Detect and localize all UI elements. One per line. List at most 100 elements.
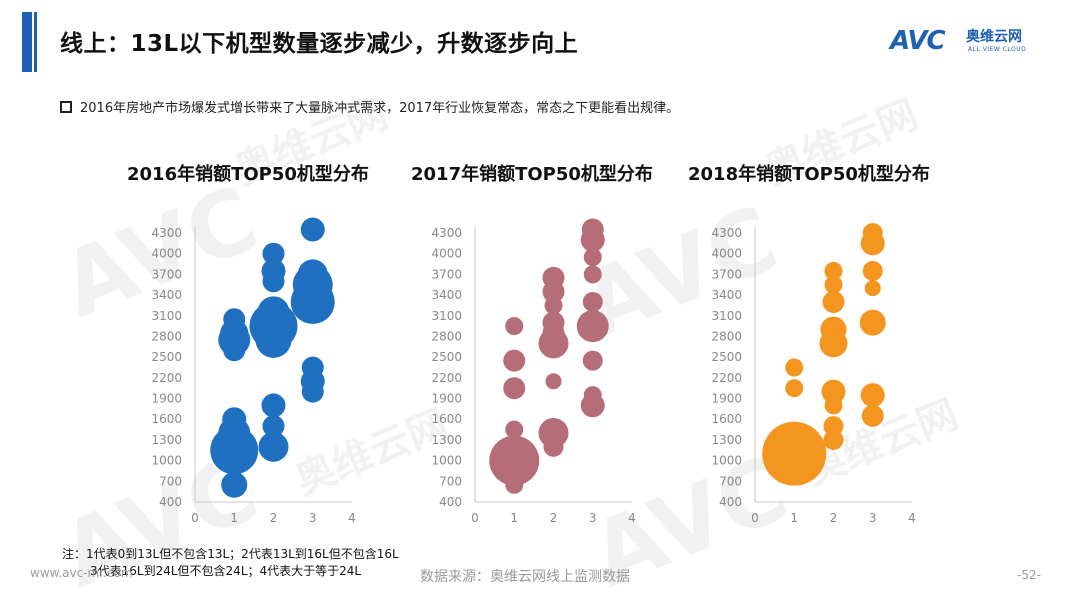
bubble-point xyxy=(824,261,843,280)
bubble-point xyxy=(489,435,540,486)
bubble-point xyxy=(583,265,602,284)
bubble-point xyxy=(822,290,845,313)
y-tick-label: 2800 xyxy=(151,329,182,343)
page-number: -52- xyxy=(1017,568,1041,582)
y-tick-label: 1000 xyxy=(431,454,462,468)
bubble-point xyxy=(823,429,844,450)
y-tick-label: 1900 xyxy=(431,392,462,406)
x-tick-label: 0 xyxy=(471,511,479,525)
bubble-point xyxy=(862,223,883,243)
bubble-point xyxy=(297,259,328,290)
y-tick-label: 4000 xyxy=(151,247,182,261)
bubble-point xyxy=(505,317,524,336)
note-line-2: 3代表16L到24L但不包含24L；4代表大于等于24L xyxy=(90,564,362,578)
bubble-point xyxy=(583,248,602,267)
bubble-point xyxy=(222,407,247,432)
bubble-chart-2017: 4007001000130016001900220025002800310034… xyxy=(431,218,636,525)
x-tick-label: 4 xyxy=(628,511,636,525)
square-bullet-icon xyxy=(60,100,72,113)
x-tick-label: 0 xyxy=(191,511,199,525)
bullet-text: 2016年房地产市场爆发式增长带来了大量脉冲式需求，2017年行业恢复常态，常态… xyxy=(80,101,680,116)
title-accent-bar xyxy=(22,12,32,72)
logo-text: AVC xyxy=(890,26,946,56)
bubble-point xyxy=(583,386,602,405)
y-tick-label: 4000 xyxy=(431,247,462,261)
y-tick-label: 1600 xyxy=(711,412,742,426)
bubble-point xyxy=(762,421,827,486)
y-tick-label: 2500 xyxy=(151,350,182,364)
bubble-chart-2016: 4007001000130016001900220025002800310034… xyxy=(151,217,356,525)
bubble-point xyxy=(545,373,562,390)
y-tick-label: 1000 xyxy=(711,454,742,468)
bubble-point xyxy=(820,316,847,343)
bubble-point xyxy=(538,418,569,449)
x-tick-label: 2 xyxy=(830,511,838,525)
y-tick-label: 1300 xyxy=(431,433,462,447)
y-tick-label: 1600 xyxy=(151,412,182,426)
y-tick-label: 2800 xyxy=(711,329,742,343)
y-tick-label: 3400 xyxy=(431,288,462,302)
bubble-point xyxy=(505,420,524,439)
y-tick-label: 3700 xyxy=(151,267,182,281)
y-tick-label: 1300 xyxy=(151,433,182,447)
bubble-point xyxy=(221,471,248,498)
bubble-point xyxy=(576,310,609,343)
y-tick-label: 2800 xyxy=(431,329,462,343)
bubble-chart-2018: 4007001000130016001900220025002800310034… xyxy=(711,223,916,525)
y-tick-label: 3400 xyxy=(151,288,182,302)
y-tick-label: 3100 xyxy=(151,309,182,323)
x-tick-label: 0 xyxy=(751,511,759,525)
bubble-point xyxy=(261,393,286,418)
y-tick-label: 3700 xyxy=(711,267,742,281)
bubble-point xyxy=(859,309,886,336)
x-tick-label: 1 xyxy=(230,511,238,525)
bubble-point xyxy=(261,258,286,283)
bubble-point xyxy=(862,260,883,281)
avc-logo: AVC 奥维云网 ALL VIEW CLOUD xyxy=(890,26,1060,58)
y-tick-label: 400 xyxy=(719,495,742,509)
bubble-point xyxy=(824,275,843,294)
y-tick-label: 2200 xyxy=(151,371,182,385)
y-tick-label: 1000 xyxy=(151,454,182,468)
chart-title-2018: 2018年销额TOP50机型分布 xyxy=(688,164,930,185)
bullet-text-row: 2016年房地产市场爆发式增长带来了大量脉冲式需求，2017年行业恢复常态，常态… xyxy=(60,97,679,116)
y-tick-label: 700 xyxy=(159,474,182,488)
bubble-point xyxy=(785,358,804,377)
bubble-point xyxy=(503,349,526,372)
bubble-point xyxy=(821,379,846,404)
y-tick-label: 3100 xyxy=(431,309,462,323)
y-tick-label: 2200 xyxy=(711,371,742,385)
y-tick-label: 4300 xyxy=(711,226,742,240)
x-tick-label: 1 xyxy=(510,511,518,525)
y-tick-label: 4300 xyxy=(431,226,462,240)
y-tick-label: 1600 xyxy=(431,412,462,426)
y-tick-label: 3400 xyxy=(711,288,742,302)
bubble-point xyxy=(223,308,246,331)
footer-website: www.avc-mr.com xyxy=(30,566,133,580)
bubble-point xyxy=(542,266,565,289)
x-tick-label: 2 xyxy=(270,511,278,525)
y-tick-label: 400 xyxy=(439,495,462,509)
y-tick-label: 1900 xyxy=(711,392,742,406)
bubble-point xyxy=(785,379,804,398)
y-tick-label: 2500 xyxy=(431,350,462,364)
chart-title-2017: 2017年销额TOP50机型分布 xyxy=(411,164,653,185)
logo-en-text: ALL VIEW CLOUD xyxy=(968,46,1027,53)
chart-title-2016: 2016年销额TOP50机型分布 xyxy=(127,164,369,185)
y-tick-label: 4000 xyxy=(711,247,742,261)
page-title: 线上：13L以下机型数量逐步减少，升数逐步向上 xyxy=(60,31,579,57)
bubble-point xyxy=(258,431,289,462)
bubble-point xyxy=(262,242,285,265)
bubble-point xyxy=(582,350,603,371)
bubble-point xyxy=(301,356,324,379)
x-tick-label: 4 xyxy=(348,511,356,525)
y-tick-label: 4300 xyxy=(151,226,182,240)
x-tick-label: 3 xyxy=(309,511,317,525)
bubble-point xyxy=(300,217,325,242)
y-tick-label: 400 xyxy=(159,495,182,509)
y-tick-label: 1900 xyxy=(151,392,182,406)
x-tick-label: 3 xyxy=(589,511,597,525)
x-tick-label: 1 xyxy=(790,511,798,525)
y-tick-label: 3700 xyxy=(431,267,462,281)
x-tick-label: 3 xyxy=(869,511,877,525)
